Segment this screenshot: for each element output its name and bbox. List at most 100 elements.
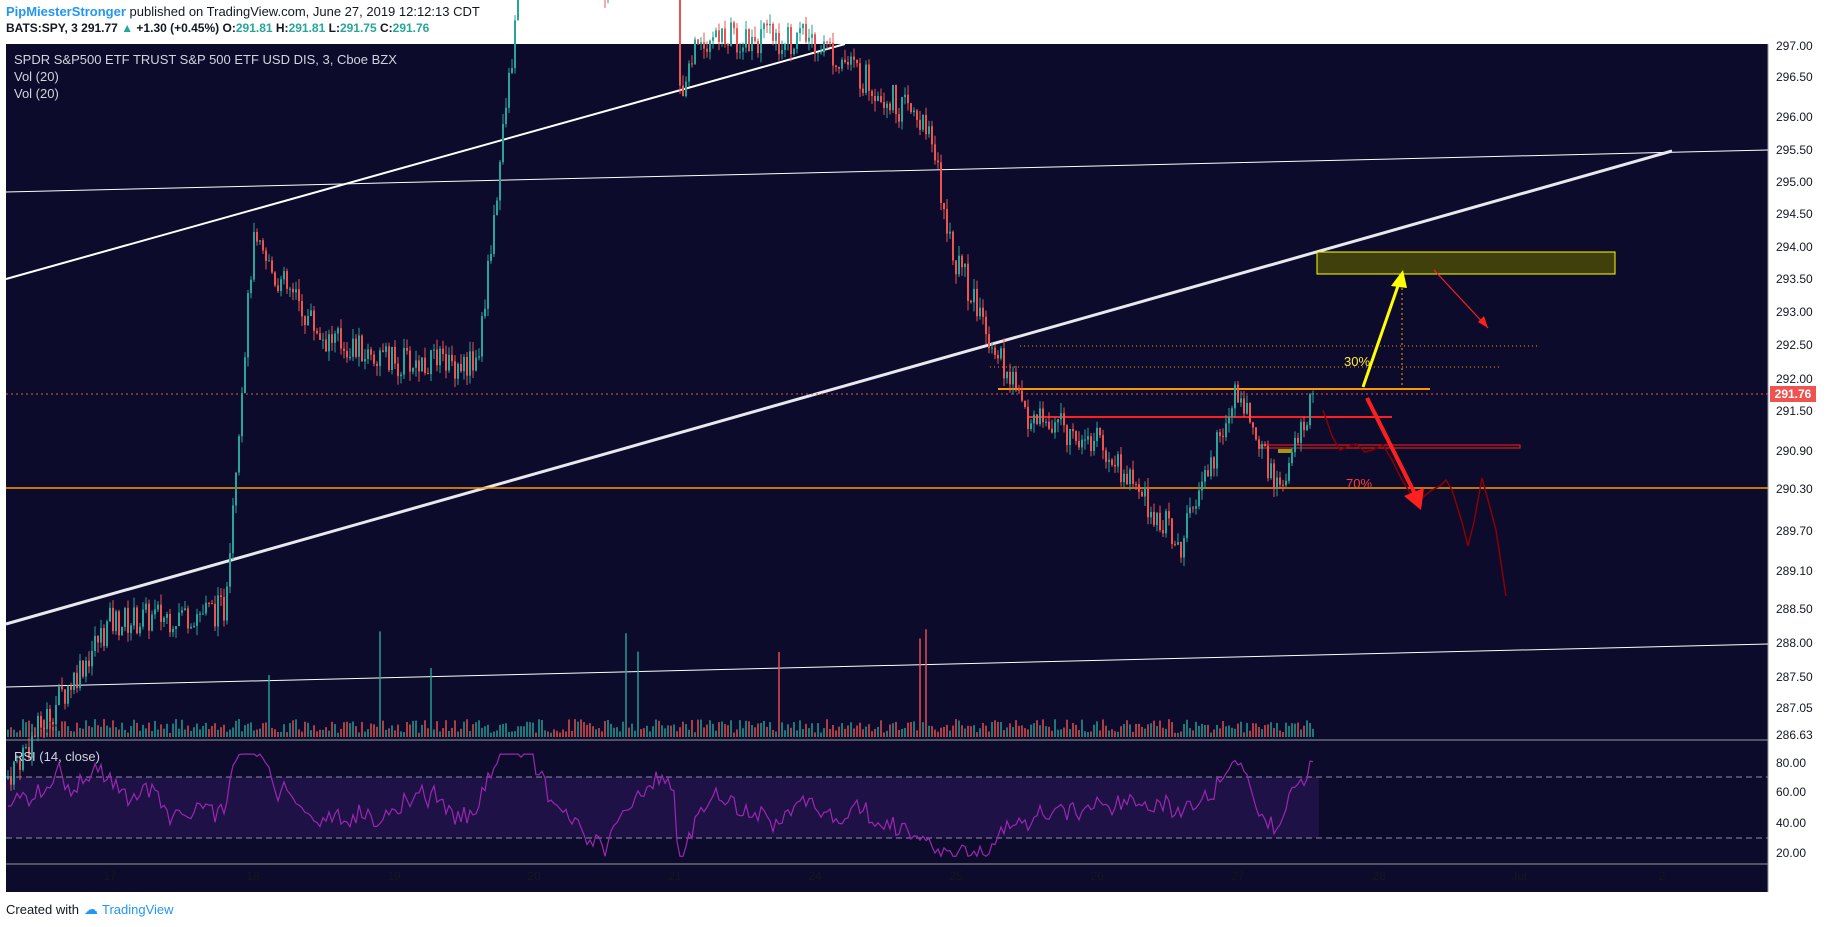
- candle-body: [820, 52, 822, 54]
- author-link[interactable]: PipMiesterStronger: [6, 4, 126, 19]
- volume-bar: [295, 719, 297, 737]
- candle-body: [967, 263, 969, 301]
- volume-bar: [1219, 728, 1221, 737]
- candle-body: [1162, 530, 1164, 534]
- candle-body: [133, 607, 135, 626]
- candle-body: [721, 28, 723, 42]
- volume-bar: [1141, 726, 1143, 737]
- candle-body: [1003, 348, 1005, 379]
- rsi-tick-label: 20.00: [1776, 846, 1806, 860]
- volume-bar: [412, 720, 414, 737]
- chart-header: PipMiesterStronger published on TradingV…: [6, 4, 480, 36]
- volume-bar: [994, 720, 996, 737]
- volume-bar: [1018, 725, 1020, 737]
- candle-body: [319, 333, 321, 340]
- volume-bar: [31, 723, 33, 737]
- candle-body: [682, 85, 684, 97]
- legend-vol-2: Vol (20): [14, 86, 59, 101]
- candle-body: [1237, 384, 1239, 403]
- volume-bar: [709, 720, 711, 737]
- volume-bar: [670, 725, 672, 737]
- volume-bar: [247, 723, 249, 737]
- volume-bar: [286, 732, 288, 737]
- volume-bar: [457, 731, 459, 737]
- price-tick-label: 286.63: [1776, 728, 1813, 742]
- volume-bar: [1069, 729, 1071, 737]
- volume-bar: [931, 726, 933, 737]
- candle-body: [1303, 421, 1305, 431]
- footer: Created with ☁ TradingView: [6, 901, 174, 918]
- tradingview-link[interactable]: TradingView: [101, 902, 174, 917]
- volume-bar: [1144, 728, 1146, 737]
- price-tick-label: 296.00: [1776, 110, 1813, 124]
- volume-bar: [1192, 730, 1194, 737]
- candle-body: [34, 736, 36, 738]
- rsi-tick-label: 40.00: [1776, 816, 1806, 830]
- rsi-tick-label: 60.00: [1776, 785, 1806, 799]
- candle-body: [313, 310, 315, 331]
- volume-bar: [220, 727, 222, 737]
- high-label: H:: [275, 21, 289, 35]
- candle-body: [1297, 437, 1299, 443]
- candle-body: [292, 288, 294, 293]
- candle-body: [973, 288, 975, 303]
- volume-bar: [238, 719, 240, 737]
- candle-body: [229, 553, 231, 587]
- candle-body: [931, 126, 933, 145]
- candle-body: [214, 603, 216, 627]
- candle-body: [442, 348, 444, 355]
- volume-bar: [322, 729, 324, 737]
- candle-body: [1117, 454, 1119, 467]
- candle-body: [1084, 439, 1086, 441]
- volume-bar: [625, 633, 627, 737]
- time-axis: 17 18 19 20 21 24 25 26 27 28 Jul 2: [103, 869, 1665, 883]
- volume-bar: [22, 719, 24, 737]
- volume-bar: [607, 719, 609, 737]
- volume-bar: [1243, 732, 1245, 737]
- candle-body: [886, 103, 888, 108]
- volume-bar: [832, 724, 834, 737]
- volume-bar: [364, 731, 366, 737]
- volume-bar: [490, 732, 492, 737]
- volume-bar: [109, 727, 111, 737]
- volume-bar: [1294, 723, 1296, 737]
- candle-body: [1063, 413, 1065, 426]
- candle-body: [247, 293, 249, 358]
- change-value: +1.30 (+0.45%): [136, 21, 220, 35]
- volume-bar: [781, 722, 783, 737]
- candle-body: [310, 310, 312, 316]
- volume-bar: [943, 726, 945, 737]
- candle-body: [505, 107, 507, 124]
- volume-bar: [1231, 727, 1233, 737]
- volume-bar: [538, 719, 540, 737]
- candle-body: [148, 603, 150, 631]
- volume-bar: [688, 729, 690, 737]
- candle-body: [259, 240, 261, 242]
- volume-bar: [1213, 729, 1215, 737]
- volume-bar: [388, 728, 390, 737]
- volume-bar: [745, 720, 747, 737]
- volume-bar: [1057, 729, 1059, 737]
- candle-body: [736, 28, 738, 53]
- candle-body: [853, 56, 855, 60]
- volume-bar: [1003, 730, 1005, 737]
- candle-body: [169, 614, 171, 633]
- candle-body: [514, 20, 516, 69]
- candle-body: [877, 95, 879, 102]
- candle-body: [940, 162, 942, 203]
- volume-bar: [856, 725, 858, 737]
- volume-bar: [250, 722, 252, 737]
- volume-bar: [952, 725, 954, 737]
- volume-bar: [85, 720, 87, 737]
- candle-body: [1168, 511, 1170, 519]
- volume-bar: [382, 720, 384, 737]
- volume-bar: [667, 725, 669, 737]
- volume-bar: [76, 722, 78, 737]
- volume-bar: [277, 732, 279, 737]
- candle-body: [961, 255, 963, 268]
- volume-bar: [691, 720, 693, 737]
- volume-bar: [1270, 722, 1272, 737]
- volume-bar: [1045, 726, 1047, 737]
- candle-body: [1291, 452, 1293, 464]
